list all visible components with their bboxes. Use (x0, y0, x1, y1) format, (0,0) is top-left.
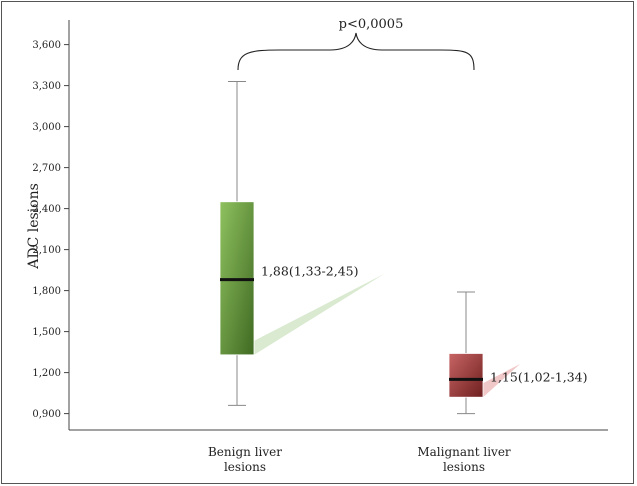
category-label: Benign liver (208, 445, 282, 459)
y-axis-ticks: 0,900 1,200 1,500 1,800 2,100 2,400 2,700 3,000… (32, 40, 69, 420)
y-tick-label: 3,600 (32, 40, 61, 51)
category-label: lesions (224, 460, 266, 474)
callout-wedge (483, 364, 520, 398)
y-tick-label: 1,200 (32, 368, 61, 379)
category-label: Malignant liver (417, 445, 511, 459)
boxes: 1,88(1,33-2,45) 1,15(1,02-1,34) (219, 81, 587, 415)
y-tick-label: 1,500 (32, 327, 61, 338)
y-tick-label: 2,400 (32, 204, 61, 215)
box-annotation: 1,88(1,33-2,45) (261, 264, 358, 279)
significance-bracket (237, 32, 475, 71)
significance-label: p<0,0005 (339, 17, 404, 32)
callout-wedge (254, 274, 384, 355)
iqr-box (448, 353, 484, 398)
y-tick-label: 3,000 (32, 122, 61, 133)
y-tick-label: 2,700 (32, 163, 61, 174)
y-tick-label: 2,100 (32, 245, 61, 256)
category-label: lesions (443, 460, 485, 474)
y-axis-label: ADC lesions (26, 183, 42, 270)
y-tick-label: 3,300 (32, 81, 61, 92)
y-tick-label: 1,800 (32, 286, 61, 297)
box-annotation: 1,15(1,02-1,34) (490, 369, 587, 384)
y-tick-label: 0,900 (32, 409, 61, 420)
